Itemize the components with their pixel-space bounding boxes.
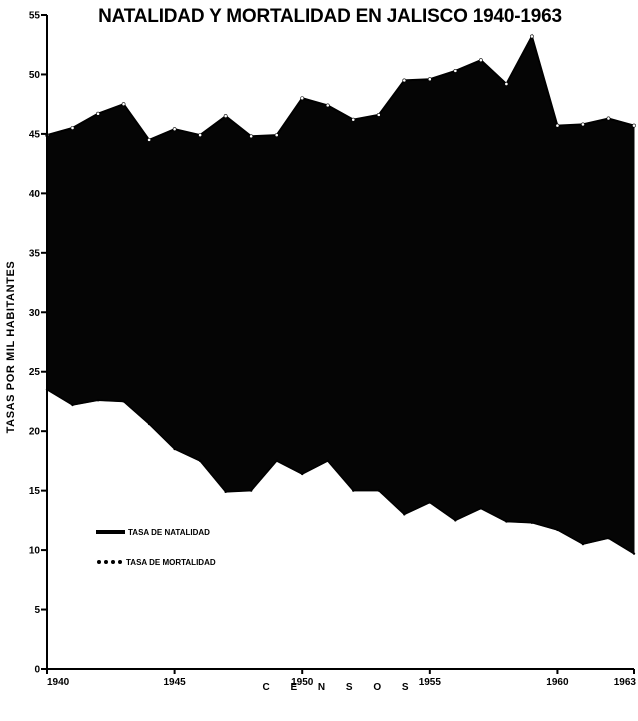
x-tick-label-1940: 1940 [47,677,70,688]
x-axis-label: C E N S O S [262,682,417,693]
point-mortalidad-1963 [632,552,636,555]
point-natalidad-1955 [427,77,432,82]
point-natalidad-1942 [96,111,100,116]
y-tick-label-10: 10 [29,546,41,557]
y-tick-label-30: 30 [29,308,41,319]
series-line-mortalidad [46,388,635,555]
point-mortalidad-1944 [147,422,151,426]
point-mortalidad-1942 [96,399,100,402]
x-tick-label-1963: 1963 [614,677,637,688]
x-tick-label-1945: 1945 [163,677,186,688]
point-mortalidad-1949 [275,459,278,463]
legend-natalidad-label: TASA DE NATALIDAD [128,528,210,537]
point-mortalidad-1952 [352,489,355,492]
point-mortalidad-1955 [428,501,432,504]
point-natalidad-1956 [453,68,458,73]
point-natalidad-1944 [147,137,151,142]
point-mortalidad-1957 [479,507,483,510]
point-mortalidad-1943 [122,400,125,403]
legend-mortalidad-label: TASA DE MORTALIDAD [126,558,216,567]
point-natalidad-1962 [606,116,611,121]
legend: TASA DE NATALIDAD TASA DE MORTALIDAD [96,528,216,567]
series-line-natalidad [46,33,635,142]
point-mortalidad-1947 [224,490,227,494]
point-mortalidad-1962 [607,537,610,540]
point-natalidad-1943 [121,102,126,107]
point-natalidad-1950 [300,96,305,101]
point-natalidad-1961 [581,122,585,127]
point-natalidad-1958 [504,82,509,86]
y-tick-label-0: 0 [34,665,40,676]
axis-layer: 0 5 10 15 20 25 30 35 40 45 50 55 1940 1945 1950 1955 19… [29,11,637,689]
point-mortalidad-1948 [249,489,253,492]
point-mortalidad-1959 [530,521,534,524]
point-natalidad-1941 [70,126,75,130]
point-mortalidad-1961 [581,542,585,546]
point-mortalidad-1956 [454,519,457,522]
point-natalidad-1948 [249,134,254,139]
point-mortalidad-1950 [301,472,304,476]
x-tick-label-1950: 1950 [291,677,314,688]
point-mortalidad-1946 [198,459,202,463]
point-mortalidad-1960 [556,528,559,532]
y-tick-label-35: 35 [29,248,41,259]
point-mortalidad-1954 [403,513,406,516]
point-natalidad-1951 [325,103,330,108]
point-natalidad-1946 [198,133,203,137]
y-tick-label-40: 40 [29,189,41,200]
point-natalidad-1953 [376,112,381,117]
point-natalidad-1945 [172,127,177,132]
chart-title: NATALIDAD Y MORTALIDAD EN JALISCO 1940-1… [98,6,562,27]
point-mortalidad-1945 [173,447,176,451]
point-natalidad-1963 [632,123,636,128]
y-tick-label-20: 20 [29,427,41,438]
legend-mortalidad-swatch [97,560,122,564]
point-mortalidad-1958 [505,520,508,523]
point-natalidad-1952 [351,117,356,122]
point-natalidad-1960 [555,123,560,128]
point-natalidad-1959 [530,34,534,39]
y-tick-label-55: 55 [29,11,41,22]
y-tick-label-50: 50 [29,70,41,81]
x-tick-label-1960: 1960 [546,677,569,688]
y-tick-label-15: 15 [29,486,41,497]
point-mortalidad-1953 [377,489,380,492]
point-natalidad-1957 [478,58,483,63]
x-tick-label-1955: 1955 [419,677,442,688]
point-mortalidad-1941 [71,403,74,407]
point-natalidad-1949 [274,133,279,137]
y-tick-label-45: 45 [29,129,41,140]
point-mortalidad-1951 [326,459,329,463]
area-layer [46,33,635,555]
point-natalidad-1947 [223,114,228,118]
y-tick-label-25: 25 [29,367,41,378]
y-tick-label-5: 5 [34,605,40,616]
point-natalidad-1954 [402,78,407,83]
y-axis-label: TASAS POR MIL HABITANTES [5,261,17,434]
